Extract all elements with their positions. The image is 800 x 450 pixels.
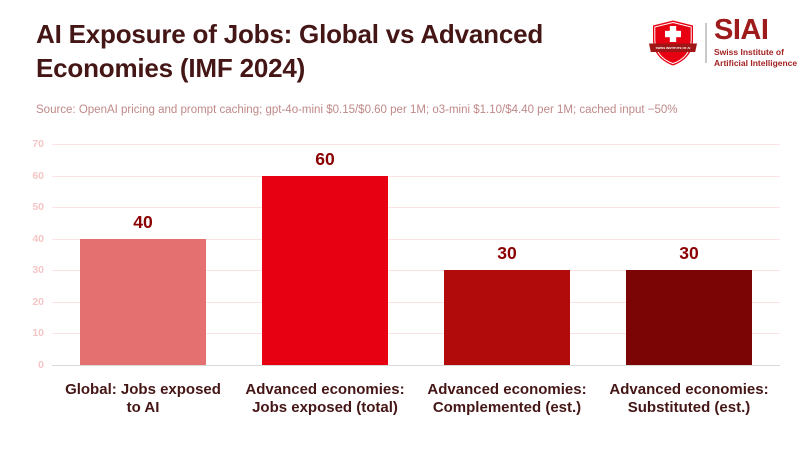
gridline (52, 207, 780, 209)
x-axis-category-label-line: to AI (126, 399, 160, 417)
x-axis-category-label-line: Advanced economies: (245, 381, 405, 398)
gridline (52, 238, 780, 240)
logo-divider (705, 22, 707, 63)
x-axis-category-label-line: Complemented (est.) (432, 399, 582, 417)
logo-text-block: SIAI Swiss Institute of Artificial Intel… (714, 14, 797, 69)
siai-org-name: Swiss Institute of Artificial Intelligen… (714, 47, 797, 69)
bar-value-label: 30 (497, 243, 517, 264)
x-axis-category-label-line: Substituted (est.) (627, 399, 751, 417)
y-axis-tick-label: 50 (32, 201, 44, 214)
x-axis-category-label-line: Advanced economies: (427, 381, 587, 398)
x-axis-category-label: Advanced economies: Jobs exposed (total) (234, 381, 416, 418)
chart-bar-1 (262, 175, 388, 365)
y-axis-tick-label: 30 (32, 264, 44, 277)
bar-value-label: 30 (679, 243, 699, 264)
chart-bar-0 (80, 238, 206, 365)
x-axis-category-label: Advanced economies: Substituted (est.) (598, 381, 780, 418)
source-note: Source: OpenAI pricing and prompt cachin… (36, 104, 678, 116)
x-axis-category-label: Advanced economies: Complemented (est.) (416, 381, 598, 418)
shield-banner-text: SWISS INSTITUTE OF AI (656, 46, 691, 50)
gridline (52, 333, 780, 335)
y-axis-tick-label: 20 (32, 295, 44, 308)
x-axis-category-label-line: Global: Jobs exposed (65, 381, 221, 398)
gridline (52, 301, 780, 303)
siai-org-line2: Artificial Intelligence (714, 57, 798, 68)
y-axis-tick-label: 70 (32, 138, 44, 150)
gridline (52, 270, 780, 272)
y-axis-tick-label: 40 (32, 232, 44, 245)
chart-bar-2 (444, 270, 570, 365)
swiss-shield-icon: SWISS INSTITUTE OF AI (649, 20, 697, 66)
bar-value-label: 40 (133, 211, 153, 232)
gridline (52, 144, 780, 145)
page-title: AI Exposure of Jobs: Global vs Advanced … (36, 19, 544, 83)
y-axis-tick-label: 0 (38, 359, 44, 371)
x-axis-category-label-line: Advanced economies: (609, 381, 769, 398)
y-axis-tick-label: 60 (32, 169, 44, 182)
siai-org-line1: Swiss Institute of (714, 46, 784, 57)
chart-bar-3 (626, 270, 752, 365)
siai-wordmark: SIAI (714, 14, 769, 46)
x-axis-category-label: Global: Jobs exposed to AI (52, 381, 234, 418)
bar-value-label: 60 (315, 148, 335, 169)
x-axis-category-label-line: Jobs exposed (total) (252, 399, 398, 417)
x-axis-baseline (52, 365, 780, 366)
y-axis-tick-label: 10 (32, 327, 44, 340)
gridline (52, 175, 780, 177)
siai-logo: SWISS INSTITUTE OF AI SIAI Swiss Institu… (648, 14, 797, 69)
